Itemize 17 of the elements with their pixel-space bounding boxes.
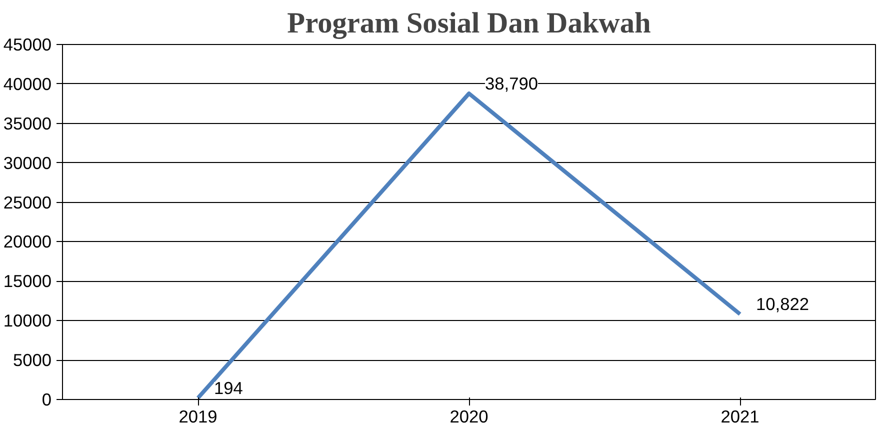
y-tick-label: 15000 [3, 271, 52, 292]
y-tick-label: 20000 [3, 232, 52, 252]
chart-title: Program Sosial Dan Dakwah [287, 8, 651, 40]
y-tick-label: 0 [42, 390, 52, 410]
x-tick-label: 2021 [720, 406, 760, 426]
data-label: 38,790 [485, 73, 538, 94]
y-tick-label: 30000 [3, 152, 52, 173]
data-label: 10,822 [756, 294, 809, 314]
x-tick-label: 2019 [178, 406, 218, 426]
y-tick-label: 35000 [3, 113, 52, 134]
y-tick-label: 40000 [3, 74, 52, 94]
y-tick-label: 45000 [3, 34, 52, 54]
y-tick-label: 25000 [3, 192, 52, 212]
y-tick-label: 10000 [3, 310, 52, 331]
x-tick-label: 2020 [450, 406, 488, 426]
data-label: 194 [214, 378, 244, 398]
y-tick-label: 5000 [12, 350, 52, 370]
